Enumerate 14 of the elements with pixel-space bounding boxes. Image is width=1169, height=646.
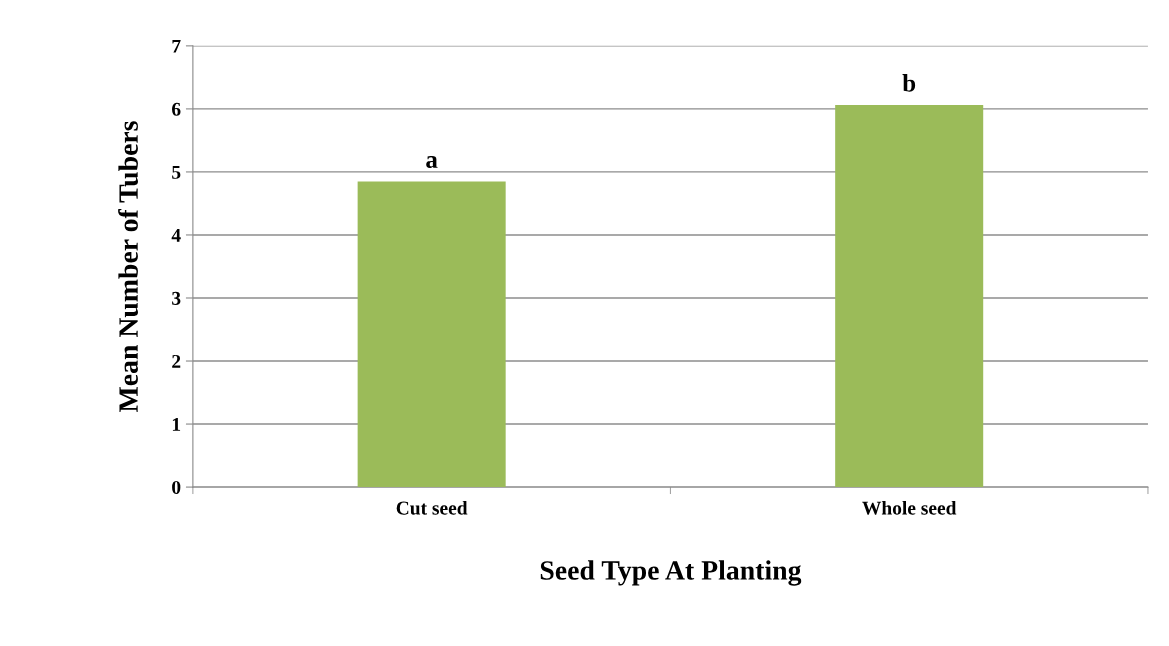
y-tick-label: 6 [172, 102, 181, 116]
x-axis-title: Seed Type At Planting [540, 560, 802, 586]
y-tick-label: 3 [172, 291, 181, 305]
y-tick-label: 5 [172, 165, 181, 179]
y-tick-label: 0 [172, 480, 181, 495]
y-tick-label: 2 [172, 354, 181, 368]
annotation: a [426, 155, 438, 168]
x-tick-label: Whole seed [862, 500, 957, 515]
x-tick-label: Cut seed [396, 500, 468, 515]
annotation: b [902, 74, 916, 92]
y-tick-label: 7 [172, 39, 181, 53]
y-tick-label: 1 [172, 417, 181, 431]
y-axis-title: Mean Number of Tubers [118, 121, 138, 412]
y-tick-label: 4 [171, 228, 181, 242]
